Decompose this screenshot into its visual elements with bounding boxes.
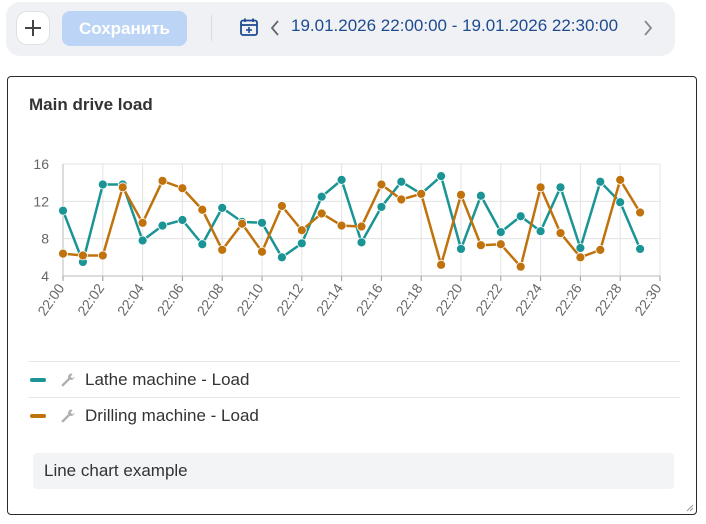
data-point-lathe — [157, 220, 168, 231]
data-point-lathe — [177, 215, 188, 225]
data-point-drilling — [416, 188, 427, 199]
data-point-drilling — [515, 261, 526, 272]
data-point-drilling — [197, 204, 208, 215]
chart-description: Line chart example — [33, 453, 674, 489]
y-tick-label: 16 — [33, 156, 49, 172]
add-button[interactable] — [17, 12, 49, 44]
data-point-drilling — [217, 244, 228, 255]
data-point-drilling — [296, 225, 307, 236]
x-tick-label: 22:00 — [34, 280, 67, 318]
chart-title: Main drive load — [29, 95, 153, 114]
data-point-lathe — [635, 244, 645, 254]
wrench-icon — [61, 409, 75, 423]
x-tick-label: 22:02 — [74, 280, 107, 318]
data-point-lathe — [495, 227, 506, 238]
data-point-lathe — [575, 243, 586, 253]
data-point-drilling — [635, 207, 645, 218]
legend-item-lathe[interactable]: Lathe machine - Load — [28, 361, 680, 398]
data-point-drilling — [316, 208, 327, 219]
x-tick-label: 22:30 — [631, 280, 664, 318]
prev-range-chevron-icon[interactable] — [269, 19, 281, 37]
data-point-drilling — [117, 182, 128, 193]
x-tick-label: 22:08 — [193, 280, 226, 318]
x-tick-label: 22:06 — [154, 280, 187, 318]
data-point-lathe — [456, 244, 466, 254]
data-point-lathe — [436, 171, 447, 182]
legend-label-drilling: Drilling machine - Load — [85, 406, 259, 425]
data-point-drilling — [336, 220, 347, 231]
y-tick-label: 12 — [33, 193, 49, 209]
data-point-drilling — [78, 250, 88, 261]
y-tick-label: 8 — [41, 231, 49, 247]
x-tick-label: 22:26 — [552, 280, 585, 318]
data-point-drilling — [97, 250, 108, 261]
resize-handle-icon[interactable] — [686, 504, 694, 512]
x-tick-label: 22:14 — [313, 280, 346, 318]
data-point-lathe — [257, 217, 267, 228]
data-point-lathe — [615, 197, 626, 208]
data-point-lathe — [356, 237, 367, 248]
data-point-drilling — [237, 218, 248, 229]
x-tick-label: 22:18 — [392, 280, 425, 318]
data-point-drilling — [436, 259, 447, 270]
toolbar: Сохранить 19.01.2026 22:00:00 - 19.01.20… — [6, 2, 675, 56]
save-button[interactable]: Сохранить — [62, 11, 187, 46]
data-point-lathe — [515, 211, 526, 222]
data-point-lathe — [396, 176, 407, 187]
data-point-lathe — [316, 191, 327, 202]
data-point-lathe — [376, 202, 387, 212]
data-point-lathe — [475, 190, 486, 201]
data-point-drilling — [535, 182, 546, 193]
data-point-lathe — [197, 239, 208, 250]
chart-card: Main drive load 4 8 12 16 22:00 22:02 22:04 22:… — [7, 76, 697, 515]
wrench-icon — [61, 373, 75, 387]
data-point-lathe — [595, 176, 606, 187]
data-point-drilling — [157, 175, 168, 186]
data-point-drilling — [177, 183, 188, 194]
x-tick-label: 22:12 — [273, 280, 306, 318]
data-point-drilling — [137, 217, 148, 228]
x-tick-label: 22:10 — [233, 280, 266, 318]
data-point-lathe — [58, 205, 68, 216]
x-tick-label: 22:04 — [114, 280, 147, 318]
data-point-drilling — [58, 248, 68, 259]
plus-icon — [25, 20, 41, 36]
legend-line-drilling — [30, 414, 46, 418]
data-point-lathe — [137, 235, 148, 246]
data-point-drilling — [396, 194, 407, 205]
date-range-label[interactable]: 19.01.2026 22:00:00 - 19.01.2026 22:30:0… — [291, 16, 619, 35]
legend-item-drilling[interactable]: Drilling machine - Load — [28, 397, 680, 434]
toolbar-divider — [211, 15, 212, 41]
data-point-drilling — [356, 221, 367, 232]
data-point-drilling — [595, 244, 606, 255]
x-tick-label: 22:24 — [512, 280, 545, 318]
legend-line-lathe — [30, 378, 46, 382]
data-point-lathe — [535, 226, 546, 237]
data-point-drilling — [475, 240, 486, 251]
data-point-lathe — [336, 174, 347, 185]
calendar-icon[interactable] — [239, 17, 259, 37]
data-point-drilling — [615, 174, 626, 185]
data-point-drilling — [495, 239, 506, 250]
data-point-lathe — [555, 182, 566, 193]
data-point-drilling — [376, 179, 387, 190]
data-point-lathe — [276, 252, 287, 263]
x-tick-label: 22:22 — [472, 280, 505, 318]
data-point-lathe — [296, 238, 307, 249]
data-point-drilling — [456, 189, 466, 200]
x-tick-label: 22:28 — [591, 280, 624, 318]
data-point-drilling — [555, 228, 566, 238]
data-point-lathe — [217, 202, 228, 213]
y-tick-label: 4 — [41, 268, 49, 284]
x-tick-label: 22:16 — [353, 280, 386, 318]
x-tick-label: 22:20 — [432, 280, 465, 318]
next-range-chevron-icon[interactable] — [642, 19, 654, 37]
legend-label-lathe: Lathe machine - Load — [85, 370, 250, 389]
data-point-drilling — [276, 201, 287, 211]
data-point-drilling — [257, 246, 267, 257]
data-point-drilling — [575, 252, 586, 263]
series-line-drilling — [62, 178, 642, 268]
data-point-lathe — [97, 179, 108, 190]
